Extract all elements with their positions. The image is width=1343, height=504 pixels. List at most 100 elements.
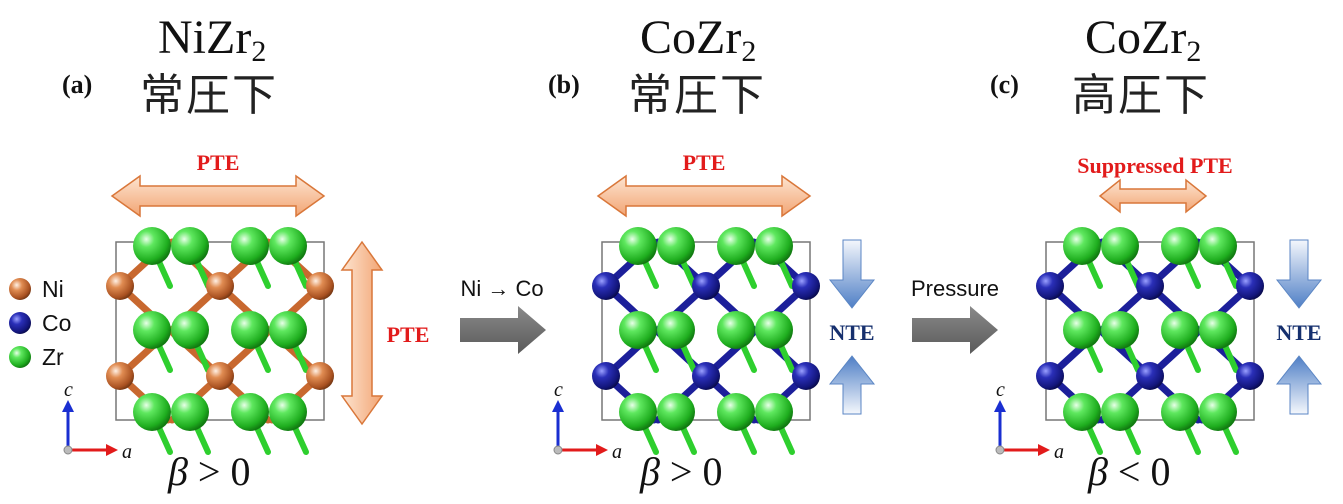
beta-b: β > 0 — [640, 452, 722, 492]
panel-b-bond-1 — [602, 282, 658, 334]
panel-b-bond-5 — [702, 282, 758, 334]
panel-c-zr-atom-4 — [1063, 311, 1101, 349]
beta-a-symbol: β — [168, 449, 188, 494]
axes-a-c-arrowhead — [62, 400, 74, 412]
panel-c-zr-atom-2 — [1161, 227, 1199, 265]
panel-a-zr-atom-0 — [133, 227, 171, 265]
panel-c-zr-atom-5 — [1101, 311, 1139, 349]
panel-c-zr-atom-3 — [1199, 227, 1237, 265]
panel-a-zr-bond-11 — [285, 409, 309, 455]
condition-a: 常圧下 — [140, 70, 278, 121]
panel-a-bond-8 — [116, 328, 172, 380]
panel-a-bond-11 — [216, 328, 272, 380]
panel-c-zr-bond-7 — [1215, 327, 1239, 373]
panel-b-zr-bond-2 — [733, 243, 757, 289]
title-a-subscript: 2 — [251, 35, 267, 68]
panel-c-co-atom-4 — [1136, 362, 1164, 390]
panel-a-zr-atom-1 — [171, 227, 209, 265]
axes-c-origin — [995, 445, 1005, 455]
title-c: CoZr2 — [1085, 14, 1201, 67]
suppressed-pte-arrow-c — [1098, 178, 1208, 214]
legend-zr-label: Zr — [42, 344, 64, 370]
panel-c-zr-bond-1 — [1117, 243, 1141, 289]
panel-b-zr-atom-5 — [657, 311, 695, 349]
beta-b-relation: > 0 — [669, 449, 723, 494]
pte-label-a-v: PTE — [387, 322, 430, 347]
panel-c-zr-bond-3 — [1215, 243, 1239, 289]
panel-b-co-atom-4 — [692, 362, 720, 390]
panel-b-zr-bond-6 — [733, 327, 757, 373]
nte-arrows-c — [1275, 239, 1323, 415]
panel-label-b: (b) — [548, 70, 580, 99]
panel-a-zr-bond-5 — [187, 327, 211, 373]
panel-a-bond-6 — [268, 238, 324, 290]
panel-a-unit-cell — [115, 241, 325, 421]
beta-c: β < 0 — [1088, 452, 1170, 492]
panel-c-bond-3 — [1146, 238, 1202, 290]
panel-b-zr-atom-10 — [717, 393, 755, 431]
panel-b-bond-4 — [654, 282, 710, 334]
panel-c-co-atom-2 — [1236, 272, 1264, 300]
panel-c-zr-atom-8 — [1063, 393, 1101, 431]
panel-c-zr-atom-10 — [1161, 393, 1199, 431]
panel-b-zr-atom-9 — [657, 393, 695, 431]
panel-a-zr-atom-3 — [269, 227, 307, 265]
panel-label-c: (c) — [990, 70, 1019, 99]
panel-b-zr-atom-2 — [717, 227, 755, 265]
panel-a-zr-bond-2 — [247, 243, 271, 289]
panel-c-zr-bond-10 — [1177, 409, 1201, 455]
panel-b-bond-9 — [602, 372, 658, 424]
panel-b-zr-atom-6 — [717, 311, 755, 349]
axes-b-origin — [553, 445, 563, 455]
panel-b-zr-bond-7 — [771, 327, 795, 373]
axes-a-a-label: a — [122, 441, 132, 463]
panel-c-unit-cell — [1045, 241, 1255, 421]
panel-a-bond-4 — [168, 282, 224, 334]
legend-ni-label: Ni — [42, 276, 64, 302]
panel-a-bond-2 — [168, 238, 224, 290]
panel-a-bond-13 — [216, 372, 272, 424]
panel-a-zr-bond-1 — [187, 243, 211, 289]
legend-co-label: Co — [42, 310, 71, 336]
panel-c-co-atom-3 — [1036, 362, 1064, 390]
panel-b-bond-6 — [754, 238, 810, 290]
panel-c-bond-4 — [1098, 282, 1154, 334]
panel-b-co-atom-1 — [692, 272, 720, 300]
panel-a-zr-atom-2 — [231, 227, 269, 265]
panel-b-bond-12 — [654, 372, 710, 424]
panel-c-zr-bond-0 — [1079, 243, 1103, 289]
transition-label-1: Ni → Co — [460, 276, 543, 301]
panel-a-zr-bond-10 — [247, 409, 271, 455]
panel-b-zr-bond-5 — [673, 327, 697, 373]
axes-b-c-label: c — [554, 379, 563, 401]
nte-label-b: NTE — [829, 320, 874, 345]
panel-b-bond-3 — [702, 238, 758, 290]
panel-b-bond-14 — [754, 328, 810, 380]
panel-c-bond-13 — [1146, 372, 1202, 424]
title-c-compound: CoZr — [1085, 11, 1187, 64]
axes-c-a-label: a — [1054, 441, 1064, 463]
panel-a-bond-1 — [116, 282, 172, 334]
panel-c-co-atom-1 — [1136, 272, 1164, 300]
panel-a-zr-atom-10 — [231, 393, 269, 431]
axes-b-a-label: a — [612, 441, 622, 463]
panel-c-zr-atom-9 — [1101, 393, 1139, 431]
legend-co-swatch — [9, 312, 31, 334]
panel-c-zr-atom-1 — [1101, 227, 1139, 265]
title-c-subscript: 2 — [1186, 35, 1202, 68]
panel-c-zr-atom-11 — [1199, 393, 1237, 431]
panel-b-zr-bond-10 — [733, 409, 757, 455]
pte-arrow-a-vertical — [340, 240, 384, 426]
panel-a-ni-atom-0 — [106, 272, 134, 300]
panel-b-zr-bond-1 — [673, 243, 697, 289]
beta-c-relation: < 0 — [1117, 449, 1171, 494]
panel-a-zr-atom-4 — [133, 311, 171, 349]
panel-c-co-atom-0 — [1036, 272, 1064, 300]
panel-a-ni-atom-1 — [206, 272, 234, 300]
transition-arrow-1 — [460, 306, 546, 354]
panel-c-bond-2 — [1098, 238, 1154, 290]
axes-b-c-arrowhead — [552, 400, 564, 412]
title-b-compound: CoZr — [640, 11, 742, 64]
panel-b-zr-atom-4 — [619, 311, 657, 349]
axes-c-a-arrowhead — [1038, 444, 1050, 456]
